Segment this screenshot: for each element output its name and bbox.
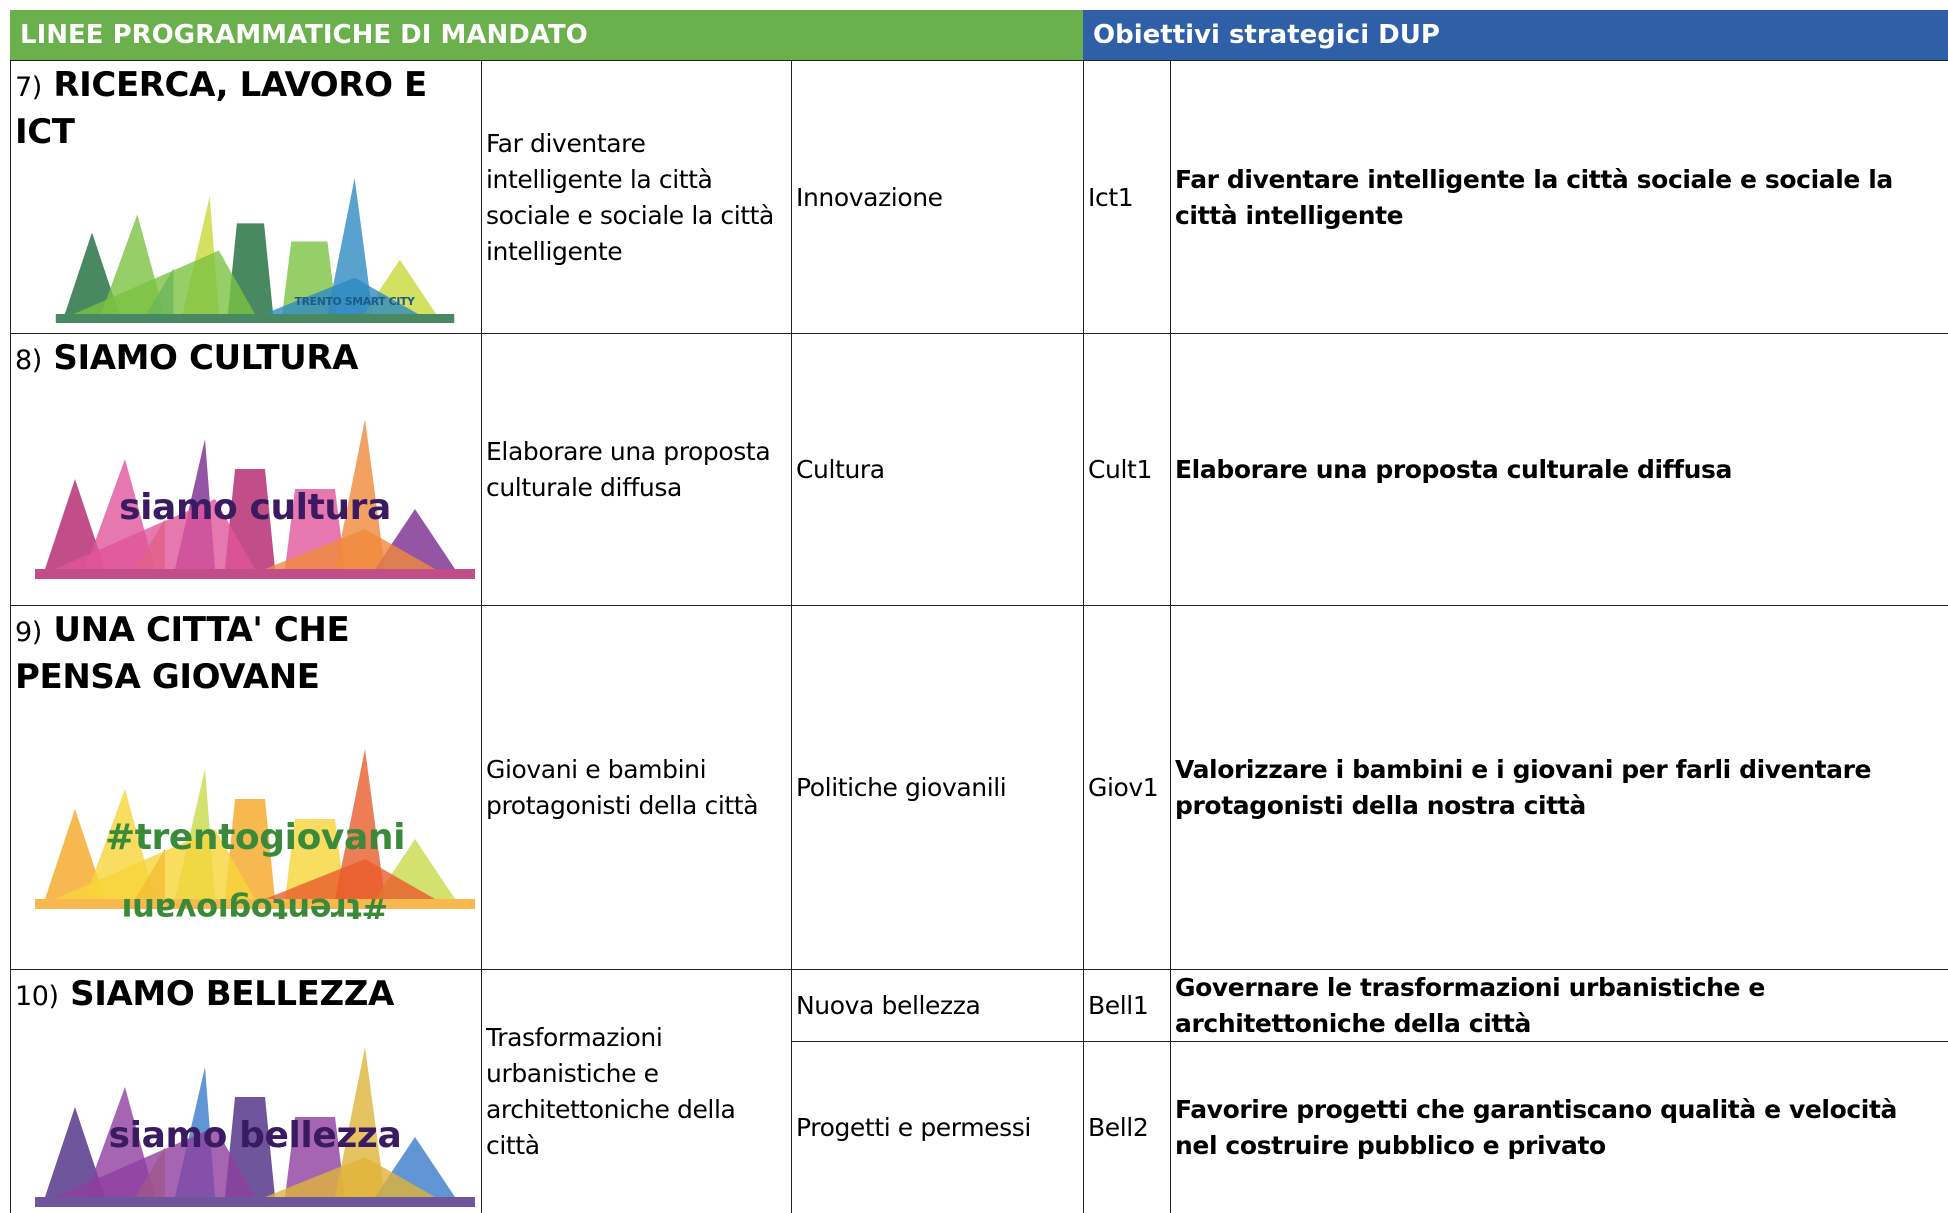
logo-text: #trentogiovani [122, 891, 388, 919]
logo-shape [327, 178, 373, 314]
logo-shape [45, 479, 105, 569]
line-text: Giovani e bambini protagonisti della cit… [481, 605, 792, 970]
line-text: Elaborare una proposta culturale diffusa [481, 333, 792, 606]
logo-shape [264, 277, 418, 314]
logo-shape [335, 1047, 385, 1197]
logo: #trentogiovani #trentogiovani [35, 749, 475, 919]
line-title: 10) SIAMO BELLEZZA [15, 972, 394, 1019]
logo-shape [35, 569, 475, 579]
line-cell: 8) SIAMO CULTURA siamo cultura [10, 333, 482, 606]
logo-shape [45, 1107, 105, 1197]
objective: Elaborare una proposta culturale diffusa [1170, 333, 1948, 606]
objective: Governare le trasformazioni urbanistiche… [1170, 969, 1948, 1042]
area: Innovazione [791, 60, 1084, 334]
logo-shape [35, 899, 475, 909]
line-cell: 10) SIAMO BELLEZZA siamo bellezza [10, 969, 482, 1213]
line-name: SIAMO CULTURA [53, 338, 359, 378]
line-number: 7) [15, 72, 42, 103]
logo: TRENTO SMART CITY [55, 178, 455, 323]
objective: Favorire progetti che garantiscano quali… [1170, 1041, 1948, 1213]
logo-shape [55, 313, 455, 323]
line-cell: 9) UNA CITTA' CHE PENSA GIOVANE #trentogi… [10, 605, 482, 970]
logo-shape [64, 232, 120, 314]
logo: siamo cultura [35, 419, 475, 579]
logo-shape [55, 1127, 255, 1197]
logo-shape [35, 1197, 475, 1207]
logo-shape [265, 1157, 435, 1197]
area: Nuova bellezza [791, 969, 1084, 1042]
line-number: 10) [15, 981, 59, 1012]
logo-text: siamo bellezza [109, 1115, 402, 1156]
logo-shape [335, 419, 385, 569]
line-title: 8) SIAMO CULTURA [15, 336, 358, 383]
area: Cultura [791, 333, 1084, 606]
code: Giov1 [1083, 605, 1171, 970]
logo-shape [55, 829, 255, 899]
logo-shape [265, 529, 435, 569]
code: Ict1 [1083, 60, 1171, 334]
line-number: 9) [15, 617, 42, 648]
logo-text: TRENTO SMART CITY [295, 295, 415, 308]
area: Politiche giovanili [791, 605, 1084, 970]
logo-shape [265, 859, 435, 899]
line-title: 9) UNA CITTA' CHE PENSA GIOVANE [15, 608, 478, 699]
code: Bell2 [1083, 1041, 1171, 1213]
objective: Far diventare intelligente la città soci… [1170, 60, 1948, 334]
line-name: SIAMO BELLEZZA [70, 974, 394, 1014]
header-right: Obiettivi strategici DUP [1083, 10, 1948, 60]
logo-text: #trentogiovani [105, 817, 405, 858]
line-cell: 7) RICERCA, LAVORO E ICT TRENTO SMART CIT… [10, 60, 482, 334]
code: Cult1 [1083, 333, 1171, 606]
logo: siamo bellezza [35, 1047, 475, 1207]
line-title: 7) RICERCA, LAVORO E ICT [15, 63, 478, 154]
logo-shape [55, 499, 255, 569]
logo-shape [45, 809, 105, 899]
line-text: Trasformazioni urbanistiche e architetto… [481, 969, 792, 1213]
logo-shape [73, 250, 255, 314]
logo-shape [335, 749, 385, 899]
line-text: Far diventare intelligente la città soci… [481, 60, 792, 334]
area: Progetti e permessi [791, 1041, 1084, 1213]
code: Bell1 [1083, 969, 1171, 1042]
line-number: 8) [15, 345, 42, 376]
line-name: UNA CITTA' CHE PENSA GIOVANE [15, 610, 350, 697]
header-left: LINEE PROGRAMMATICHE DI MANDATO [10, 10, 1083, 60]
line-name: RICERCA, LAVORO E ICT [15, 65, 427, 152]
logo-text: siamo cultura [119, 487, 391, 528]
objective: Valorizzare i bambini e i giovani per fa… [1170, 605, 1948, 970]
